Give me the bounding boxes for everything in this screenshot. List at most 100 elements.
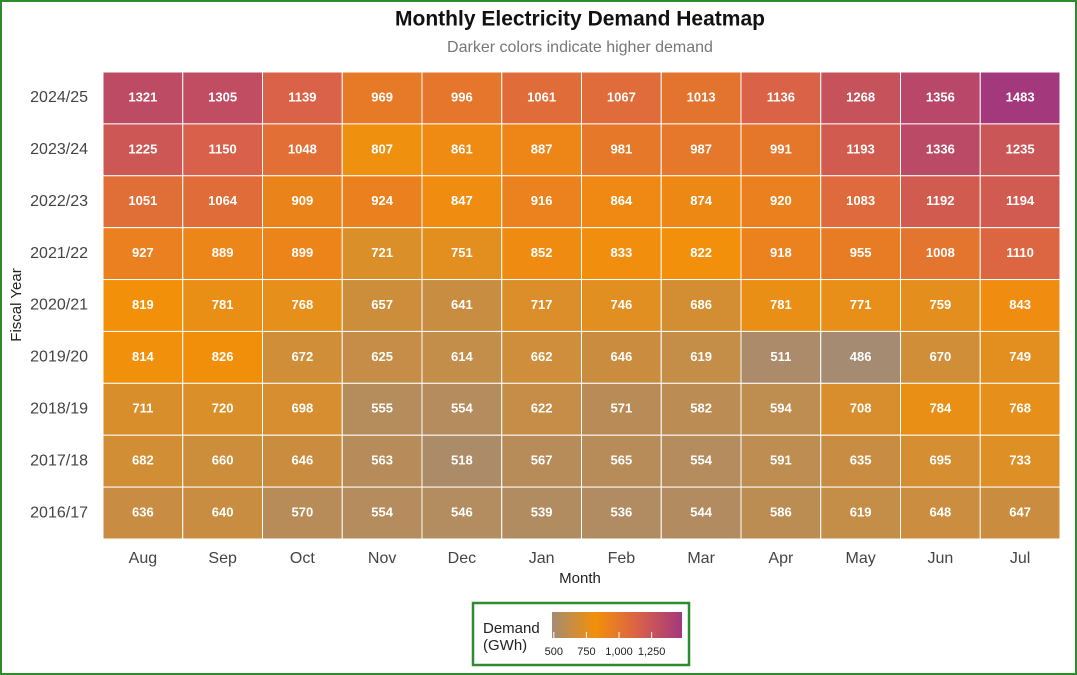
heatmap-cell [660,382,742,436]
heatmap-cell [501,175,582,229]
heatmap-cell [501,123,582,177]
heatmap-cell [421,123,503,177]
heatmap-cell [421,486,503,540]
cell-label: 924 [371,193,393,208]
cell-label: 536 [611,504,633,519]
cell-label: 955 [850,245,872,260]
heatmap-cell [182,175,263,229]
heatmap-cell [262,71,343,125]
cell-label: 640 [212,504,234,519]
x-tick-label: Jan [529,550,555,567]
cell-label: 909 [292,193,314,208]
heatmap-cell [979,382,1061,436]
cell-label: 759 [930,297,952,312]
heatmap-cell [660,486,742,540]
x-tick-label: Dec [448,550,476,567]
cell-label: 1008 [926,245,955,260]
cell-label: 927 [132,245,154,260]
colorbar-tick-label: 500 [545,646,563,658]
x-axis-title: Month [559,570,601,587]
cell-label: 847 [451,193,473,208]
y-tick-label: 2021/22 [30,245,88,262]
heatmap-cell [979,123,1061,177]
cell-label: 1136 [767,89,795,104]
cell-label: 641 [451,297,473,312]
cell-label: 672 [292,349,314,364]
cell-label: 1048 [288,141,317,156]
cell-label: 768 [1009,401,1031,416]
heatmap-cell [262,434,343,488]
cell-label: 861 [451,141,473,156]
y-tick-label: 2018/19 [30,400,88,417]
heatmap-cell [102,382,184,436]
heatmap-cell [341,123,423,177]
cell-label: 987 [690,141,712,156]
cell-label: 582 [690,401,712,416]
heatmap-cell [102,486,184,540]
heatmap-cell [820,434,901,488]
cell-label: 614 [451,349,473,364]
heatmap-cell [820,123,901,177]
x-tick-label: Aug [129,550,157,567]
heatmap-cell [660,123,742,177]
cell-label: 981 [611,141,633,156]
heatmap-cell [421,227,503,281]
cell-label: 918 [770,245,792,260]
heatmap-cell [740,434,822,488]
y-tick-label: 2023/24 [30,141,88,158]
cell-label: 625 [371,349,393,364]
heatmap-cell [341,434,423,488]
cell-label: 749 [1009,349,1031,364]
y-tick-label: 2016/17 [30,504,88,521]
x-tick-label: Oct [290,550,315,567]
cell-label: 594 [770,401,792,416]
cell-label: 899 [292,245,314,260]
cell-label: 887 [531,141,553,156]
chart-title: Monthly Electricity Demand Heatmap [395,8,765,31]
cell-label: 554 [690,453,712,468]
cell-label: 670 [930,349,952,364]
cell-label: 619 [850,504,872,519]
heatmap-cell [182,279,263,332]
cell-label: 768 [292,297,314,312]
heatmap-cell [900,330,981,384]
heatmap-cell [740,71,822,125]
colorbar [552,612,682,638]
heatmap-cell [262,330,343,384]
cell-label: 969 [371,89,393,104]
heatmap-cell [900,434,981,488]
heatmap-cell [900,227,981,281]
cell-label: 717 [531,297,553,312]
y-axis-title: Fiscal Year [8,268,25,341]
heatmap-cell [900,382,981,436]
colorbar-tick-label: 750 [577,646,595,658]
cell-label: 1235 [1006,141,1035,156]
heatmap-cell [102,279,184,332]
heatmap-cell [262,175,343,229]
cell-label: 511 [770,349,791,364]
heatmap-cell [660,227,742,281]
cell-label: 807 [371,141,393,156]
cell-label: 539 [531,504,553,519]
cell-label: 686 [690,297,712,312]
cell-label: 1321 [128,89,157,104]
cell-label: 554 [371,504,393,519]
heatmap-cell [581,71,662,125]
heatmap-cell [740,123,822,177]
colorbar-tick-label: 1,250 [638,646,666,658]
x-tick-label: Sep [208,550,237,567]
heatmap-cell [979,434,1061,488]
x-tick-label: Nov [368,550,396,567]
cell-label: 544 [690,504,712,519]
cell-label: 708 [850,401,872,416]
cell-label: 781 [770,297,792,312]
cell-label: 822 [690,245,712,260]
x-tick-label: Apr [768,550,794,567]
heatmap-cell [660,330,742,384]
cell-label: 1336 [926,141,955,156]
heatmap-cell [820,382,901,436]
cell-label: 648 [930,504,952,519]
cell-label: 1139 [288,89,316,104]
cell-label: 486 [850,349,872,364]
